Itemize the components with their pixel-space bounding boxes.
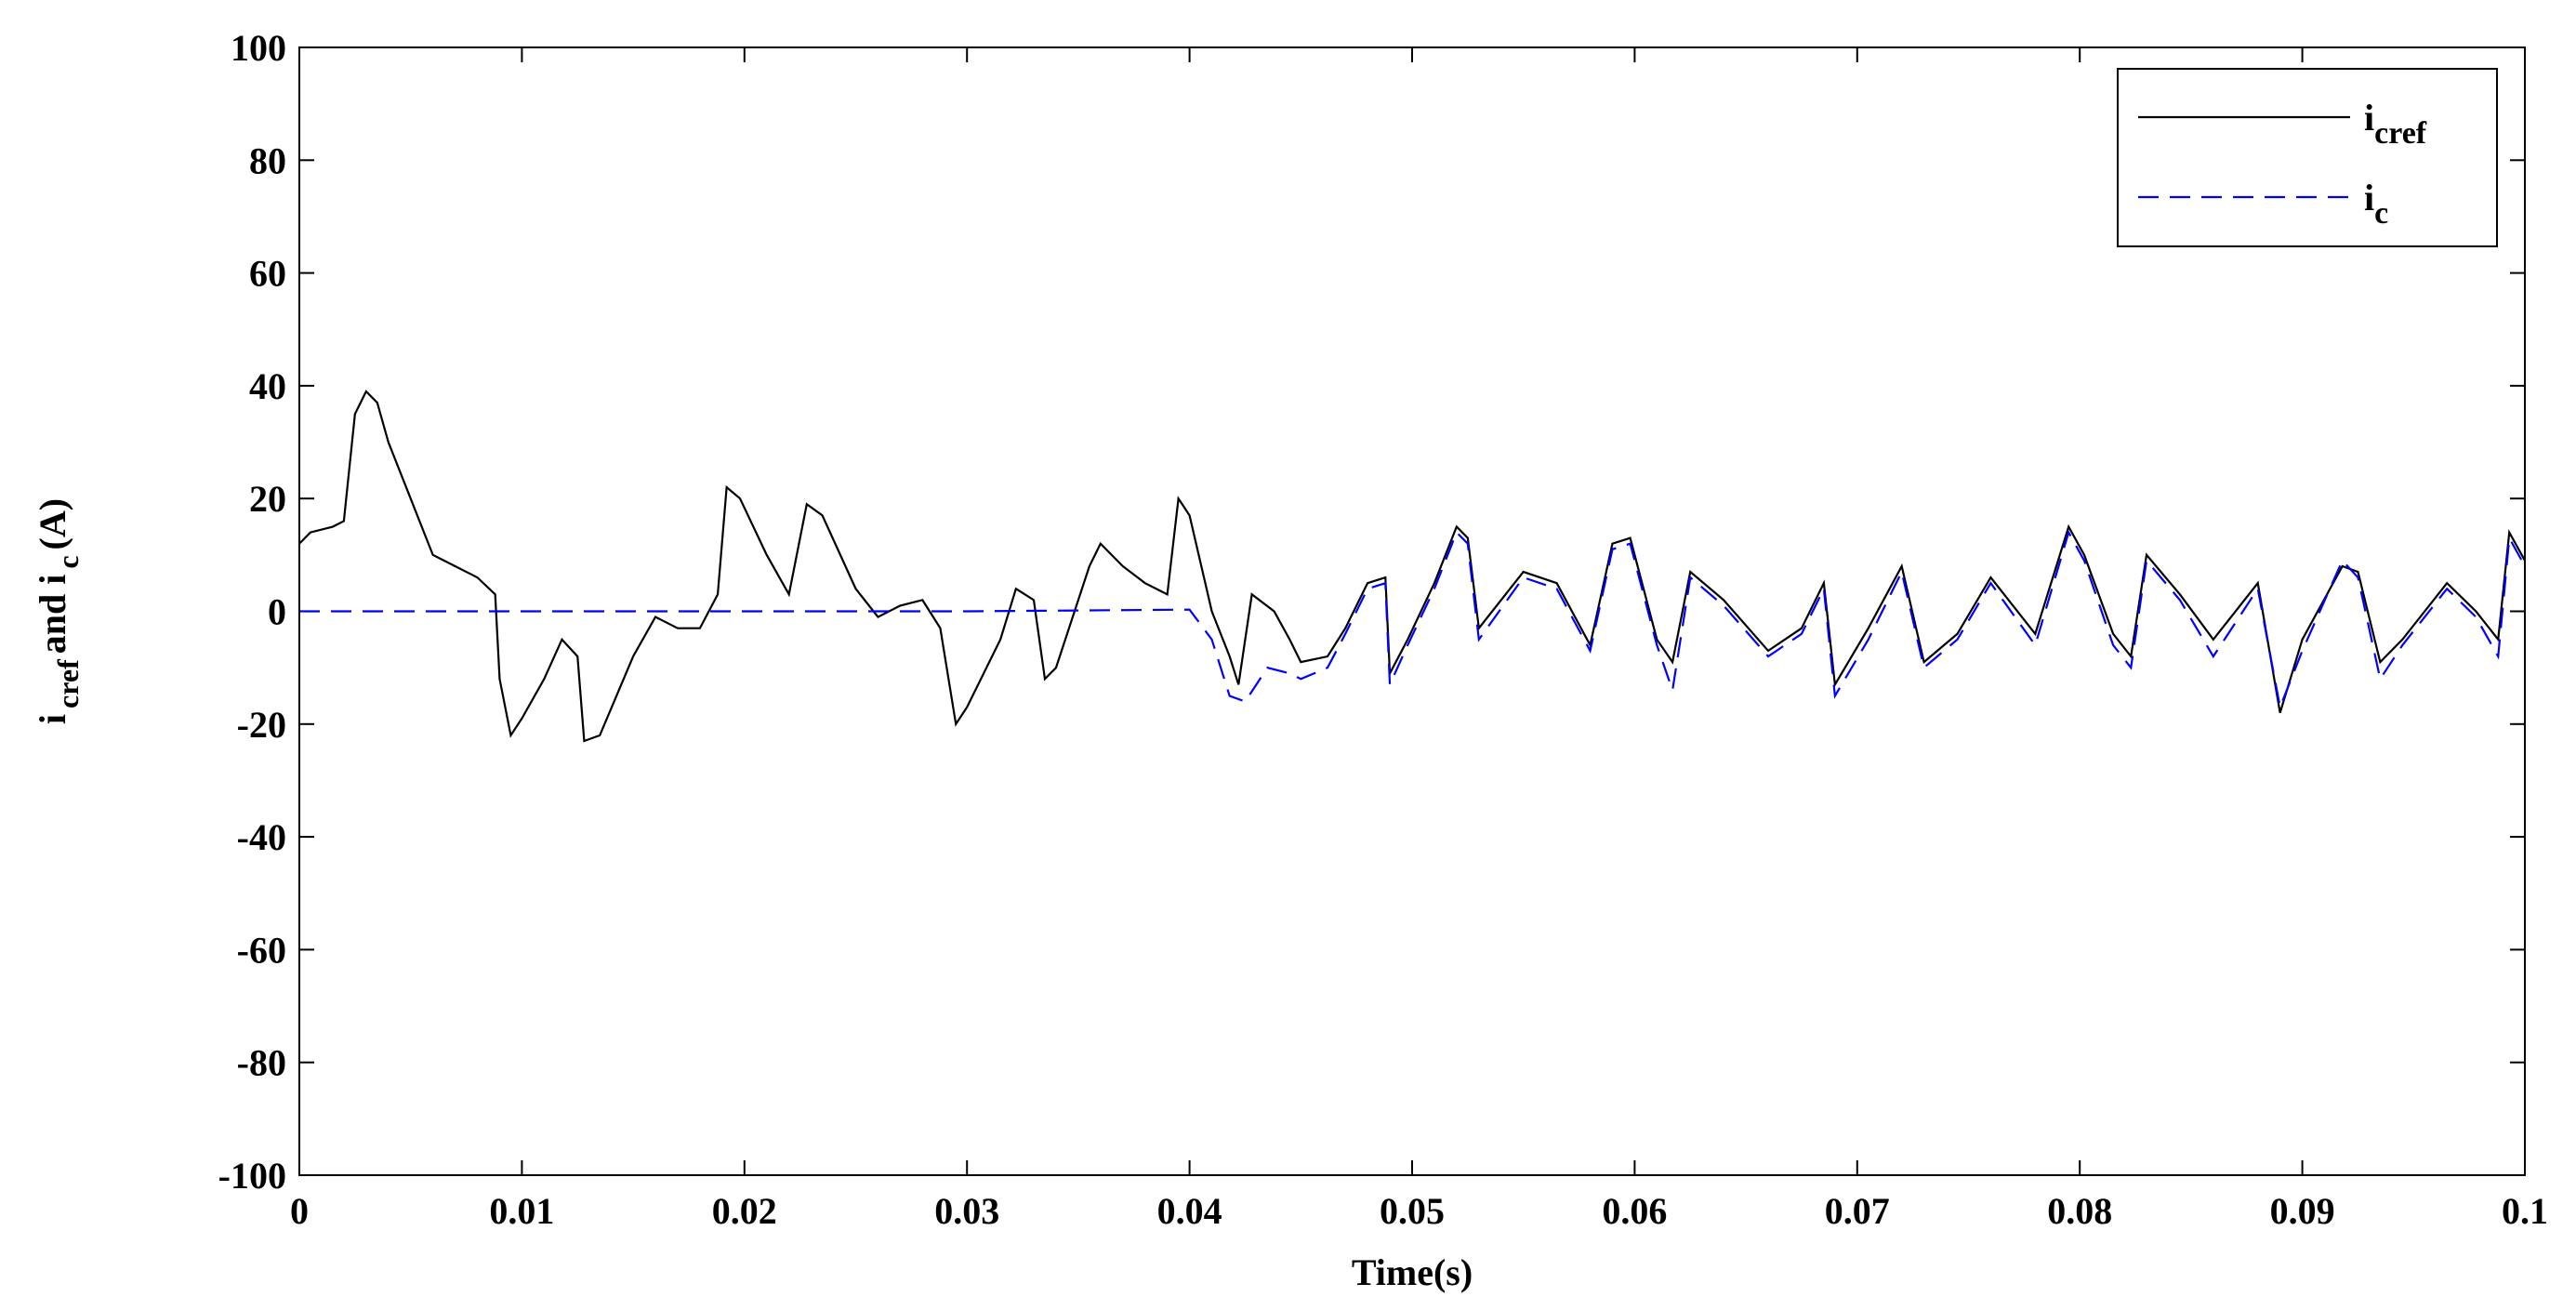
y-axis-label-part: (A): [32, 498, 73, 550]
y-tick-label: 100: [231, 27, 286, 69]
y-tick-label: 80: [249, 139, 286, 181]
y-tick-label: -40: [237, 816, 286, 858]
x-tick-label: 0.03: [934, 1190, 999, 1232]
x-tick-label: 0.04: [1157, 1190, 1222, 1232]
x-tick-label: 0.1: [2502, 1190, 2548, 1232]
y-axis-label-part: and i: [32, 575, 73, 655]
y-tick-label: 60: [249, 253, 286, 295]
series-line: [299, 529, 2526, 711]
y-axis-label: i cref and i c (A): [32, 498, 85, 724]
x-tick-label: 0.01: [489, 1190, 554, 1232]
x-axis-label: Time(s): [1352, 1251, 1473, 1293]
legend-label-main: i: [2364, 177, 2374, 218]
series-line: [298, 390, 2526, 743]
y-tick-label: 20: [249, 478, 286, 520]
legend-label-sub: c: [2374, 196, 2388, 231]
x-tick-label: 0.07: [1825, 1190, 1890, 1232]
x-tick-label: 0.06: [1602, 1190, 1667, 1232]
legend-label: icref: [2364, 97, 2427, 151]
legend-box: [2117, 68, 2498, 247]
y-tick-label: 0: [268, 591, 286, 633]
y-tick-label: -80: [237, 1042, 286, 1084]
y-axis-label-part: i: [32, 714, 73, 724]
plot-frame: [298, 46, 2526, 1176]
x-tick-label: 0.08: [2047, 1190, 2112, 1232]
legend-label-main: i: [2364, 97, 2374, 139]
x-tick-label: 0.09: [2270, 1190, 2335, 1232]
x-tick-label: 0: [290, 1190, 309, 1232]
legend-label: ic: [2364, 177, 2388, 231]
y-tick-label: -20: [237, 704, 286, 746]
y-tick-label: -60: [237, 929, 286, 971]
y-axis-label-part: c: [51, 555, 85, 568]
y-tick-label: -100: [218, 1155, 286, 1197]
x-tick-label: 0.02: [712, 1190, 777, 1232]
x-tick-label: 0.05: [1380, 1190, 1445, 1232]
y-tick-label: 40: [249, 365, 286, 407]
y-axis-label-part: cref: [51, 659, 85, 708]
legend-label-sub: cref: [2374, 116, 2427, 151]
